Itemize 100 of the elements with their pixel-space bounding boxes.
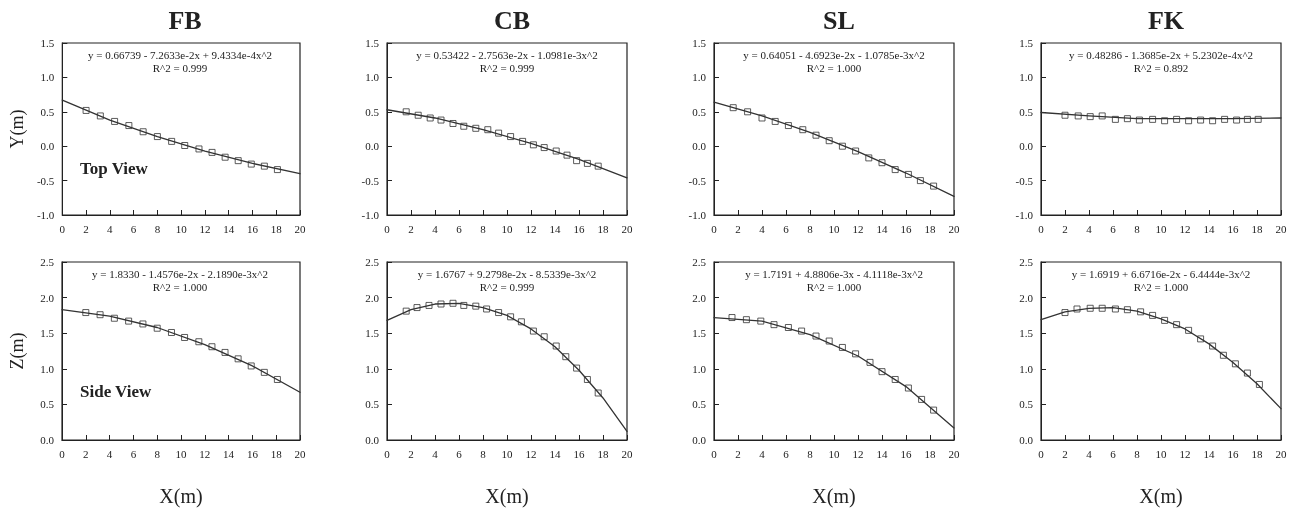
x-tick-label: 6 [1110, 447, 1117, 460]
y-tick-label: 2.0 [692, 291, 707, 304]
x-tick-label: 4 [759, 447, 766, 460]
point [825, 137, 833, 145]
x-tick-label: 6 [130, 447, 137, 460]
point [891, 166, 899, 174]
x-tick-label: 4 [759, 222, 766, 235]
point [904, 170, 912, 178]
point [1209, 342, 1217, 350]
point [273, 375, 281, 383]
point [771, 117, 779, 125]
x-tick-label: 6 [1110, 222, 1117, 235]
y-tick-label: 1.0 [40, 362, 55, 375]
y-tick-label: 0.0 [365, 140, 380, 153]
x-tick-label: 14 [876, 447, 888, 460]
point [517, 318, 525, 326]
point [495, 309, 503, 317]
annotation: Top View [80, 158, 149, 178]
annotation: R^2 = 1.000 [1133, 280, 1189, 293]
point [799, 126, 807, 134]
annotation: R^2 = 1.000 [152, 280, 208, 293]
y-tick-label: -0.5 [361, 174, 380, 187]
y-tick-label: 1.5 [40, 37, 55, 49]
point [1255, 380, 1263, 388]
x-tick-label: 20 [948, 222, 960, 235]
x-tick-label: 8 [807, 222, 814, 235]
x-tick-label: 10 [1155, 222, 1167, 235]
point [247, 160, 255, 168]
y-tick-label: 0.5 [365, 105, 380, 118]
annotation: y = 1.6919 + 6.6716e-2x - 6.4444e-3x^2 [1071, 267, 1251, 280]
point [866, 358, 874, 366]
x-tick-label: 10 [175, 447, 187, 460]
annotation: R^2 = 0.999 [479, 61, 535, 74]
point [96, 311, 104, 319]
y-tick-label: 2.5 [365, 256, 380, 268]
x-tick-label: 0 [59, 222, 66, 235]
point [891, 375, 899, 383]
x-tick-label: 16 [1227, 447, 1239, 460]
point [437, 300, 445, 308]
x-tick-label: 6 [456, 447, 463, 460]
point [784, 122, 792, 130]
x-tick-label: 12 [852, 447, 864, 460]
x-tick-label: 10 [828, 447, 840, 460]
point [234, 157, 242, 165]
annotation: y = 1.6767 + 9.2798e-2x - 8.5339e-3x^2 [417, 267, 597, 280]
point [904, 384, 912, 392]
point [1137, 308, 1145, 316]
point [1086, 304, 1094, 312]
x-tick-label: 4 [1086, 222, 1093, 235]
annotation: R^2 = 0.892 [1133, 61, 1189, 74]
y-tick-label: -1.0 [36, 209, 55, 221]
y-tick-label: 0.0 [692, 434, 707, 446]
point [916, 177, 924, 185]
point [273, 166, 281, 174]
point [483, 305, 491, 313]
point [1098, 304, 1106, 312]
y-tick-label: 1.0 [365, 362, 380, 375]
annotation: R^2 = 1.000 [806, 61, 862, 74]
x-tick-label: 20 [1275, 447, 1287, 460]
chart-title: FK [1147, 5, 1185, 35]
y-tick-label: 1.0 [692, 71, 707, 84]
y-tick-label: 1.5 [692, 37, 707, 49]
x-tick-label: 20 [294, 447, 306, 460]
x-tick-label: 14 [549, 222, 561, 235]
x-tick-label: 2 [83, 222, 89, 235]
point [82, 309, 90, 317]
line-series [713, 101, 955, 198]
y-axis-title: Y(m) [7, 109, 28, 149]
point [139, 128, 147, 136]
x-tick-label: 16 [1227, 222, 1239, 235]
x-tick-label: 4 [432, 447, 439, 460]
point [460, 301, 468, 309]
y-tick-label: 1.5 [365, 327, 380, 340]
y-tick-label: 0.0 [1019, 434, 1034, 446]
y-tick-label: 0.5 [1019, 398, 1034, 411]
x-tick-label: 6 [783, 447, 790, 460]
point [195, 145, 203, 153]
x-tick-label: 8 [1134, 222, 1141, 235]
point [110, 314, 118, 322]
point [1243, 369, 1251, 377]
y-tick-label: -1.0 [1015, 209, 1034, 221]
line-series [713, 316, 955, 429]
point [812, 131, 820, 139]
y-tick-label: 0.0 [40, 140, 55, 153]
line-series [386, 109, 628, 179]
point [153, 133, 161, 141]
point [472, 302, 480, 310]
point [878, 159, 886, 167]
point [930, 406, 938, 414]
point [838, 343, 846, 351]
point [852, 350, 860, 358]
x-tick-label: 20 [948, 447, 960, 460]
y-tick-label: 2.0 [365, 291, 380, 304]
point [425, 301, 433, 309]
point [153, 324, 161, 332]
y-tick-label: 2.0 [40, 291, 55, 304]
x-tick-label: 14 [549, 447, 561, 460]
line-series [1040, 306, 1282, 410]
point [208, 343, 216, 351]
point [221, 153, 229, 161]
